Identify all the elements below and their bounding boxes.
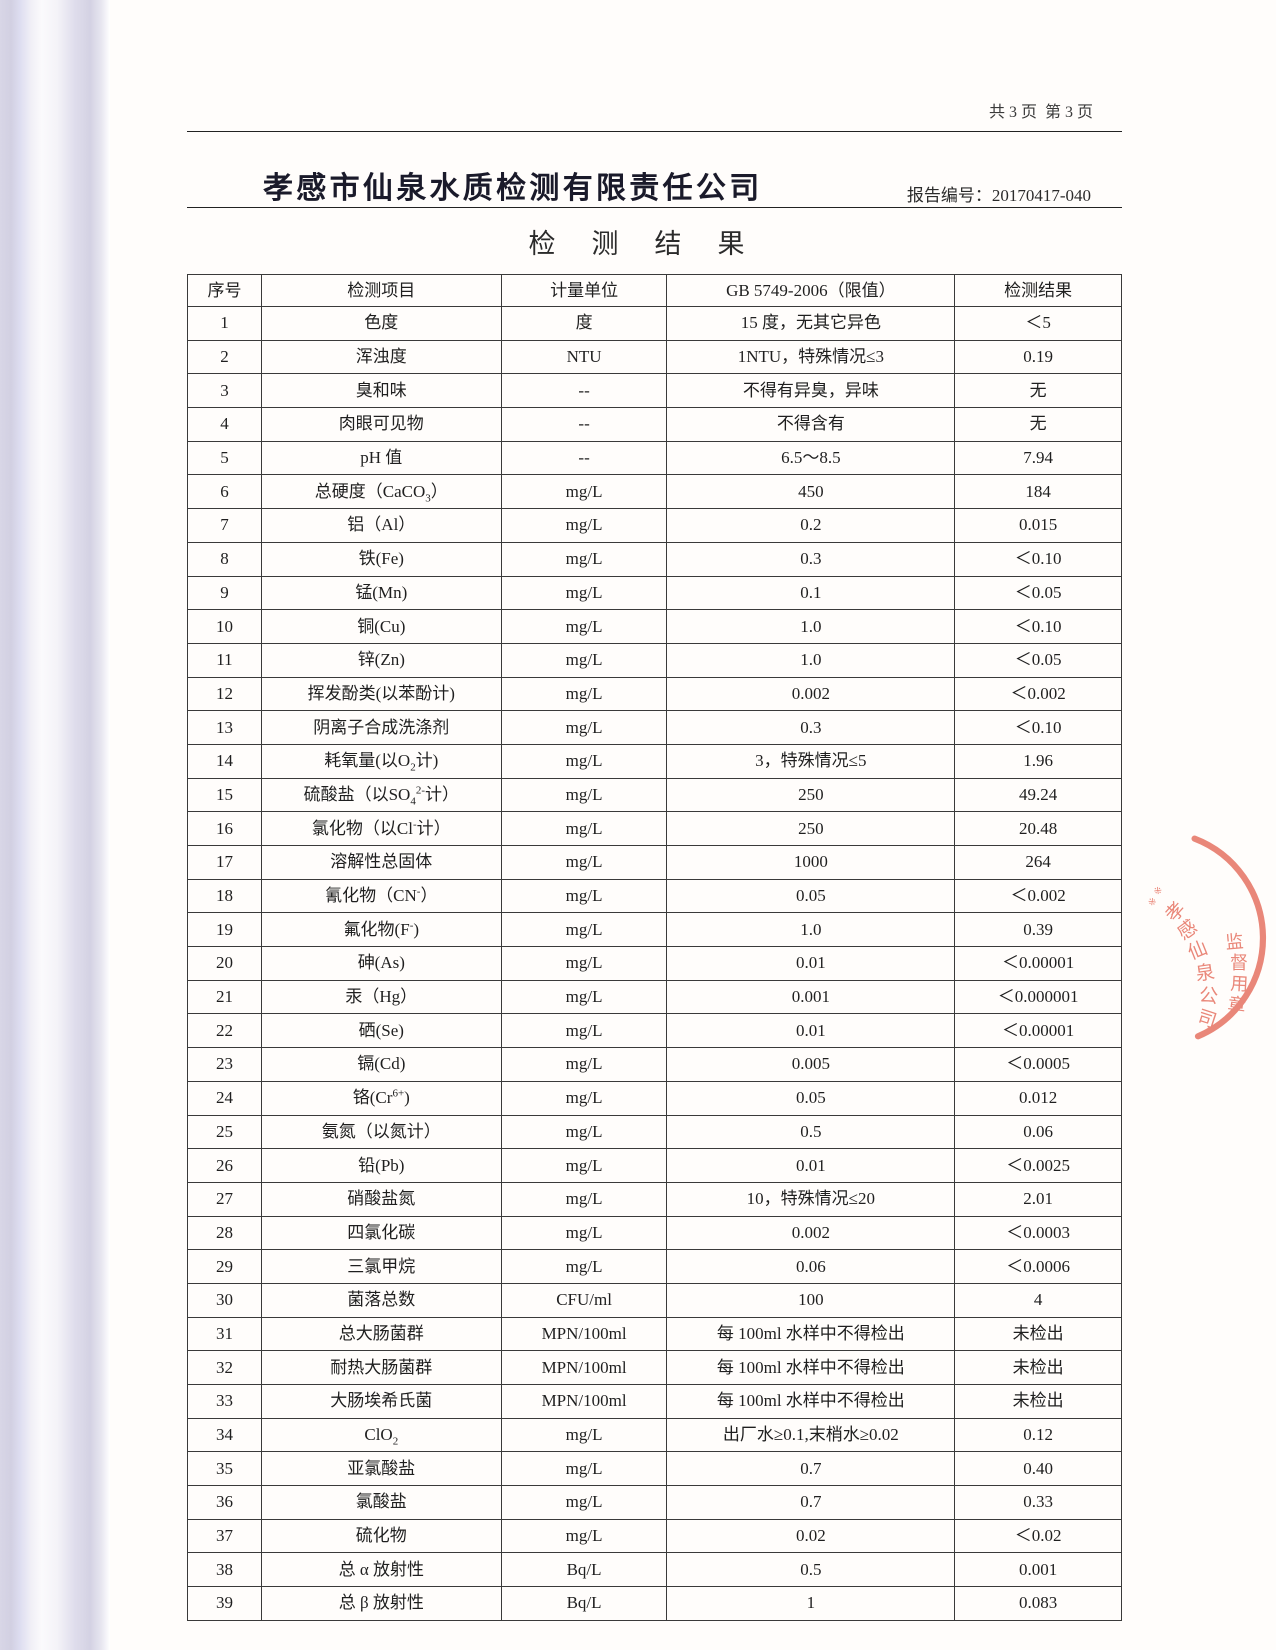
svg-text:章: 章 [1227, 994, 1248, 1016]
svg-text:公: 公 [1198, 985, 1219, 1008]
svg-text:※: ※ [1152, 884, 1166, 897]
svg-text:督: 督 [1230, 953, 1248, 973]
svg-text:※: ※ [1146, 896, 1159, 910]
svg-text:监: 监 [1225, 931, 1245, 952]
svg-text:泉: 泉 [1194, 961, 1216, 985]
svg-text:用: 用 [1230, 974, 1249, 995]
